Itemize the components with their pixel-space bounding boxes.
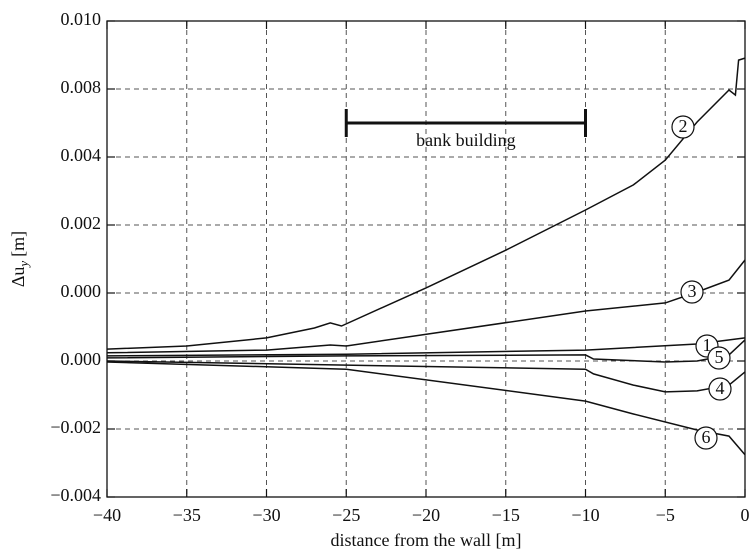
x-tick-label: −40 (93, 505, 121, 525)
y-axis-label: Δuy [m] (8, 231, 31, 287)
y-label-main: Δu (8, 267, 28, 288)
x-tick-label: −10 (571, 505, 599, 525)
y-label-sub: y (16, 261, 31, 269)
y-tick-label: 0.008 (61, 77, 102, 97)
x-tick-label: −5 (656, 505, 675, 525)
y-tick-label: 0.004 (61, 145, 102, 165)
x-tick-label: −20 (412, 505, 440, 525)
series-label: 3 (688, 281, 697, 301)
x-tick-label: −25 (332, 505, 360, 525)
series-label-circle (680, 280, 704, 304)
series-label: 4 (716, 378, 725, 398)
series-line (106, 259, 746, 354)
y-tick-label: −0.004 (50, 485, 101, 505)
x-tick-label: −15 (492, 505, 520, 525)
series-label-circle (694, 426, 718, 450)
y-tick-label: 0.000 (61, 281, 102, 301)
series-label: 5 (715, 347, 724, 367)
y-tick-label: 0.000 (61, 349, 102, 369)
series-label: 6 (702, 427, 711, 447)
series-label-circle (707, 346, 731, 370)
y-tick-label: 0.010 (61, 9, 102, 29)
annotation-text: bank building (416, 130, 516, 150)
x-tick-label: −30 (252, 505, 280, 525)
series-label-circle (671, 115, 695, 139)
x-axis-label: distance from the wall [m] (331, 530, 522, 550)
series-label-circle (708, 377, 732, 401)
plot-frame (106, 20, 746, 498)
series-label: 1 (703, 335, 712, 355)
x-tick-label: −35 (173, 505, 201, 525)
series-label: 2 (679, 116, 688, 136)
series-line (106, 361, 746, 456)
x-tick-label: 0 (741, 505, 749, 525)
y-tick-label: −0.002 (50, 417, 101, 437)
y-tick-label: 0.002 (61, 213, 102, 233)
y-label-unit: [m] (8, 231, 28, 257)
series-line (106, 57, 746, 350)
